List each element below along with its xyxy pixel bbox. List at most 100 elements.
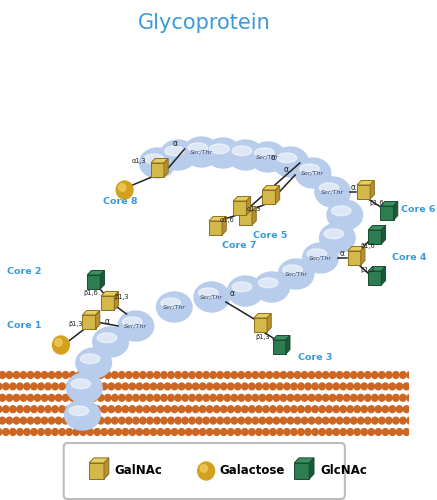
Circle shape xyxy=(175,417,181,424)
Circle shape xyxy=(249,406,255,412)
Circle shape xyxy=(13,417,20,424)
Circle shape xyxy=(147,394,153,401)
Circle shape xyxy=(291,406,297,412)
Text: β1,6: β1,6 xyxy=(369,200,384,206)
Circle shape xyxy=(157,428,163,436)
Circle shape xyxy=(13,394,20,401)
Circle shape xyxy=(129,406,135,412)
Circle shape xyxy=(403,428,409,436)
Circle shape xyxy=(231,417,237,424)
Circle shape xyxy=(199,428,206,436)
Circle shape xyxy=(273,394,280,401)
Ellipse shape xyxy=(161,298,180,308)
Circle shape xyxy=(364,372,371,378)
Circle shape xyxy=(168,417,174,424)
Circle shape xyxy=(104,417,111,424)
Circle shape xyxy=(116,181,133,199)
Circle shape xyxy=(242,383,248,390)
Circle shape xyxy=(94,428,101,436)
Circle shape xyxy=(309,394,315,401)
Circle shape xyxy=(203,394,209,401)
Polygon shape xyxy=(361,246,365,265)
Circle shape xyxy=(87,383,94,390)
Circle shape xyxy=(175,394,181,401)
Circle shape xyxy=(178,383,185,390)
Circle shape xyxy=(361,406,368,412)
Circle shape xyxy=(150,428,156,436)
Circle shape xyxy=(27,417,34,424)
Circle shape xyxy=(111,417,118,424)
Ellipse shape xyxy=(97,333,117,342)
Circle shape xyxy=(214,406,220,412)
Circle shape xyxy=(368,428,375,436)
Circle shape xyxy=(69,417,76,424)
Circle shape xyxy=(371,394,378,401)
Circle shape xyxy=(312,428,318,436)
Circle shape xyxy=(83,417,90,424)
Circle shape xyxy=(83,372,90,378)
Circle shape xyxy=(249,383,255,390)
Circle shape xyxy=(350,394,357,401)
Circle shape xyxy=(259,417,266,424)
Ellipse shape xyxy=(65,400,100,430)
Text: β1,3: β1,3 xyxy=(114,294,129,300)
Ellipse shape xyxy=(307,249,327,258)
Circle shape xyxy=(108,406,114,412)
Circle shape xyxy=(108,383,114,390)
Circle shape xyxy=(20,417,27,424)
Circle shape xyxy=(118,372,125,378)
Circle shape xyxy=(49,417,55,424)
Circle shape xyxy=(6,417,13,424)
FancyBboxPatch shape xyxy=(368,230,382,244)
Circle shape xyxy=(217,372,223,378)
Circle shape xyxy=(143,406,149,412)
Circle shape xyxy=(284,406,290,412)
Circle shape xyxy=(164,383,171,390)
Circle shape xyxy=(242,406,248,412)
Circle shape xyxy=(62,417,69,424)
Ellipse shape xyxy=(283,265,302,274)
Circle shape xyxy=(97,394,104,401)
Circle shape xyxy=(87,406,94,412)
Circle shape xyxy=(210,394,216,401)
Circle shape xyxy=(192,383,199,390)
Circle shape xyxy=(42,372,48,378)
Circle shape xyxy=(294,394,301,401)
Circle shape xyxy=(192,428,199,436)
Circle shape xyxy=(280,372,287,378)
Text: GlcNAc: GlcNAc xyxy=(320,464,368,477)
Circle shape xyxy=(73,406,80,412)
Text: Ser/Thr: Ser/Thr xyxy=(190,150,213,154)
Circle shape xyxy=(382,428,388,436)
Circle shape xyxy=(203,417,209,424)
Polygon shape xyxy=(233,196,251,201)
FancyBboxPatch shape xyxy=(273,340,286,354)
Text: Ser/Thr: Ser/Thr xyxy=(124,324,147,328)
Polygon shape xyxy=(347,246,365,251)
Ellipse shape xyxy=(160,140,196,170)
Circle shape xyxy=(189,372,195,378)
Circle shape xyxy=(24,406,30,412)
Circle shape xyxy=(393,394,399,401)
Circle shape xyxy=(375,406,382,412)
Circle shape xyxy=(333,383,340,390)
Circle shape xyxy=(59,383,65,390)
Circle shape xyxy=(122,406,128,412)
Text: β1,3: β1,3 xyxy=(68,321,83,327)
Circle shape xyxy=(287,372,294,378)
Circle shape xyxy=(94,406,101,412)
Circle shape xyxy=(101,428,108,436)
Circle shape xyxy=(140,394,146,401)
Circle shape xyxy=(354,428,361,436)
Circle shape xyxy=(55,394,62,401)
Circle shape xyxy=(66,406,72,412)
Circle shape xyxy=(270,383,276,390)
Circle shape xyxy=(196,394,202,401)
Ellipse shape xyxy=(250,142,286,172)
Circle shape xyxy=(214,428,220,436)
Circle shape xyxy=(333,406,340,412)
Circle shape xyxy=(270,428,276,436)
Circle shape xyxy=(49,372,55,378)
Circle shape xyxy=(256,406,262,412)
Circle shape xyxy=(231,372,237,378)
